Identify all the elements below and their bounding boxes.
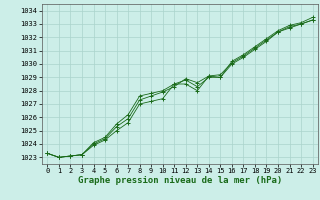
X-axis label: Graphe pression niveau de la mer (hPa): Graphe pression niveau de la mer (hPa) <box>78 176 282 185</box>
